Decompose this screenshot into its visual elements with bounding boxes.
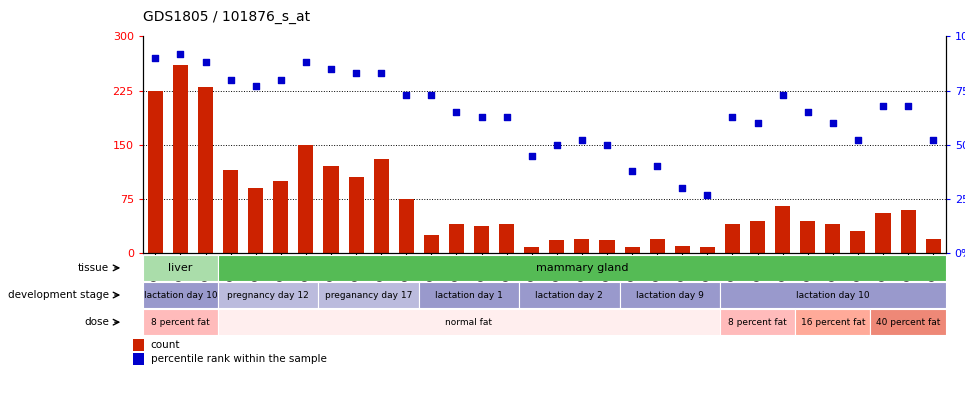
Text: lactation day 10: lactation day 10 [144, 290, 217, 300]
Bar [424, 235, 439, 253]
Point [273, 77, 289, 83]
Bar [549, 240, 565, 253]
Point [549, 142, 565, 148]
Text: lactation day 2: lactation day 2 [536, 290, 603, 300]
Bar [775, 206, 790, 253]
Text: 40 percent fat: 40 percent fat [876, 318, 940, 327]
Point [424, 92, 439, 98]
Bar [198, 87, 213, 253]
Text: dose: dose [84, 317, 109, 327]
Bar [223, 170, 238, 253]
Point [499, 113, 514, 120]
Point [449, 109, 464, 115]
Text: mammary gland: mammary gland [536, 263, 628, 273]
Point [298, 59, 314, 66]
Point [800, 109, 815, 115]
Bar [133, 339, 144, 351]
Bar [875, 213, 891, 253]
Text: percentile rank within the sample: percentile rank within the sample [151, 354, 326, 364]
Bar [825, 224, 841, 253]
Bar [318, 282, 419, 308]
Bar [574, 239, 590, 253]
Bar [599, 240, 615, 253]
Bar [900, 210, 916, 253]
Bar [519, 282, 620, 308]
Point [248, 83, 263, 90]
Bar [218, 309, 720, 335]
Bar [248, 188, 263, 253]
Bar [449, 224, 464, 253]
Point [900, 102, 916, 109]
Text: 8 percent fat: 8 percent fat [152, 318, 209, 327]
Text: lactation day 1: lactation day 1 [435, 290, 503, 300]
Point [348, 70, 364, 77]
Text: lactation day 10: lactation day 10 [796, 290, 869, 300]
Point [700, 192, 715, 198]
Bar [474, 226, 489, 253]
Bar [675, 246, 690, 253]
Text: liver: liver [168, 263, 193, 273]
Point [223, 77, 238, 83]
Bar [419, 282, 519, 308]
Bar [925, 239, 941, 253]
Bar [133, 353, 144, 365]
Bar [524, 247, 539, 253]
Bar [348, 177, 364, 253]
Point [373, 70, 389, 77]
Point [474, 113, 489, 120]
Bar [850, 232, 866, 253]
Point [574, 137, 590, 144]
Text: pregnancy day 12: pregnancy day 12 [228, 290, 309, 300]
Bar [795, 309, 870, 335]
Bar [800, 221, 815, 253]
Text: preganancy day 17: preganancy day 17 [325, 290, 412, 300]
Text: count: count [151, 340, 180, 350]
Bar [399, 199, 414, 253]
Bar [148, 91, 163, 253]
Bar [298, 145, 314, 253]
Bar [218, 282, 318, 308]
Text: development stage: development stage [8, 290, 109, 300]
Text: 8 percent fat: 8 percent fat [729, 318, 786, 327]
Bar [143, 282, 218, 308]
Bar [720, 282, 946, 308]
Bar [323, 166, 339, 253]
Point [925, 137, 941, 144]
Point [725, 113, 740, 120]
Bar [143, 255, 218, 281]
Point [750, 120, 765, 126]
Bar [624, 247, 640, 253]
Text: 16 percent fat: 16 percent fat [801, 318, 865, 327]
Point [198, 59, 213, 66]
Bar [620, 282, 720, 308]
Point [323, 66, 339, 72]
Bar [720, 309, 795, 335]
Bar [143, 309, 218, 335]
Bar [700, 247, 715, 253]
Point [675, 185, 690, 192]
Bar [499, 224, 514, 253]
Text: tissue: tissue [78, 263, 109, 273]
Text: normal fat: normal fat [446, 318, 492, 327]
Bar [173, 65, 188, 253]
Point [599, 142, 615, 148]
Point [649, 163, 665, 170]
Point [875, 102, 891, 109]
Point [624, 168, 640, 174]
Bar [373, 159, 389, 253]
Point [148, 55, 163, 62]
Text: GDS1805 / 101876_s_at: GDS1805 / 101876_s_at [143, 10, 310, 24]
Point [173, 51, 188, 57]
Bar [870, 309, 946, 335]
Point [850, 137, 866, 144]
Bar [649, 239, 665, 253]
Point [524, 152, 539, 159]
Bar [725, 224, 740, 253]
Text: lactation day 9: lactation day 9 [636, 290, 703, 300]
Point [399, 92, 414, 98]
Bar [273, 181, 289, 253]
Point [775, 92, 790, 98]
Bar [750, 221, 765, 253]
Point [825, 120, 841, 126]
